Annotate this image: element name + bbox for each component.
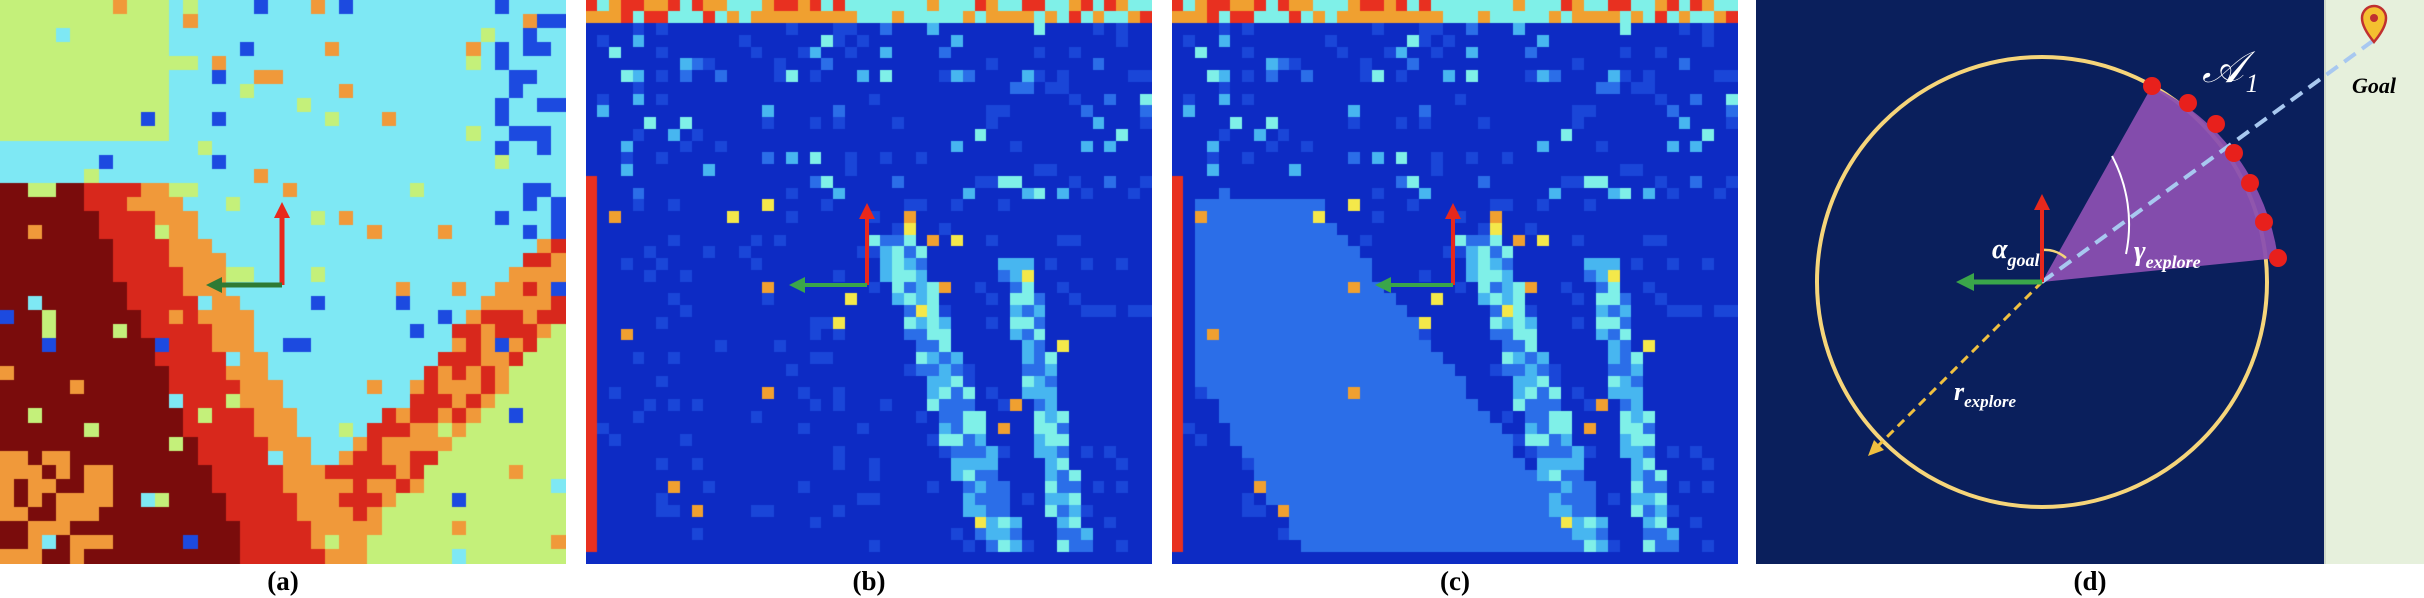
candidate-point (2269, 249, 2287, 267)
goal-region-strip (2324, 0, 2424, 564)
robot-axes-c (1375, 203, 1461, 293)
goal-region-border (2324, 0, 2326, 564)
lateral-arrowhead-green (1956, 273, 1974, 291)
candidate-point (2255, 213, 2273, 231)
candidate-point (2143, 77, 2161, 95)
heading-arrowhead-red (274, 202, 290, 218)
goal-pin-icon (2360, 4, 2388, 44)
exploration-diagram: Goal 𝒜1 αgoal γexplore rexplore (1756, 0, 2424, 564)
caption-d: (d) (2073, 566, 2107, 596)
gamma-angle-arc (2111, 155, 2131, 255)
lateral-arrowhead-green (1375, 277, 1391, 293)
robot-axes-a (206, 202, 290, 293)
candidate-point (2225, 144, 2243, 162)
caption-b: (b) (852, 566, 886, 596)
robot-axes-b (789, 203, 875, 293)
candidate-point (2241, 174, 2259, 192)
heading-arrowhead-red (859, 203, 875, 219)
caption-c: (c) (1440, 566, 1470, 596)
candidate-points (2143, 77, 2287, 267)
panel-c-heatmap (1172, 0, 1738, 564)
candidate-point (2207, 115, 2225, 133)
radius-line (1874, 280, 2044, 450)
r-explore-label: rexplore (1954, 377, 2017, 411)
heading-arrowhead-red (1445, 203, 1461, 219)
alpha-goal-label: αgoal (1992, 234, 2040, 270)
panel-b-heatmap (586, 0, 1152, 564)
candidate-point (2179, 94, 2197, 112)
goal-direction-line (2040, 38, 2376, 284)
panel-d-exploration-diagram: Goal 𝒜1 αgoal γexplore rexplore (1756, 0, 2424, 564)
panel-a-terrain-map (0, 0, 566, 564)
heading-arrowhead-red (2034, 194, 2050, 210)
explore-circle (1815, 55, 2269, 509)
lateral-arrowhead-green (206, 277, 222, 293)
goal-label: Goal (2352, 73, 2397, 98)
gamma-explore-label: γexplore (2134, 236, 2201, 272)
radius-arrowhead (1868, 440, 1884, 456)
diagram-background (1756, 0, 2424, 564)
caption-a: (a) (267, 566, 299, 596)
lateral-arrowhead-green (789, 277, 805, 293)
explore-sector (2042, 86, 2278, 282)
